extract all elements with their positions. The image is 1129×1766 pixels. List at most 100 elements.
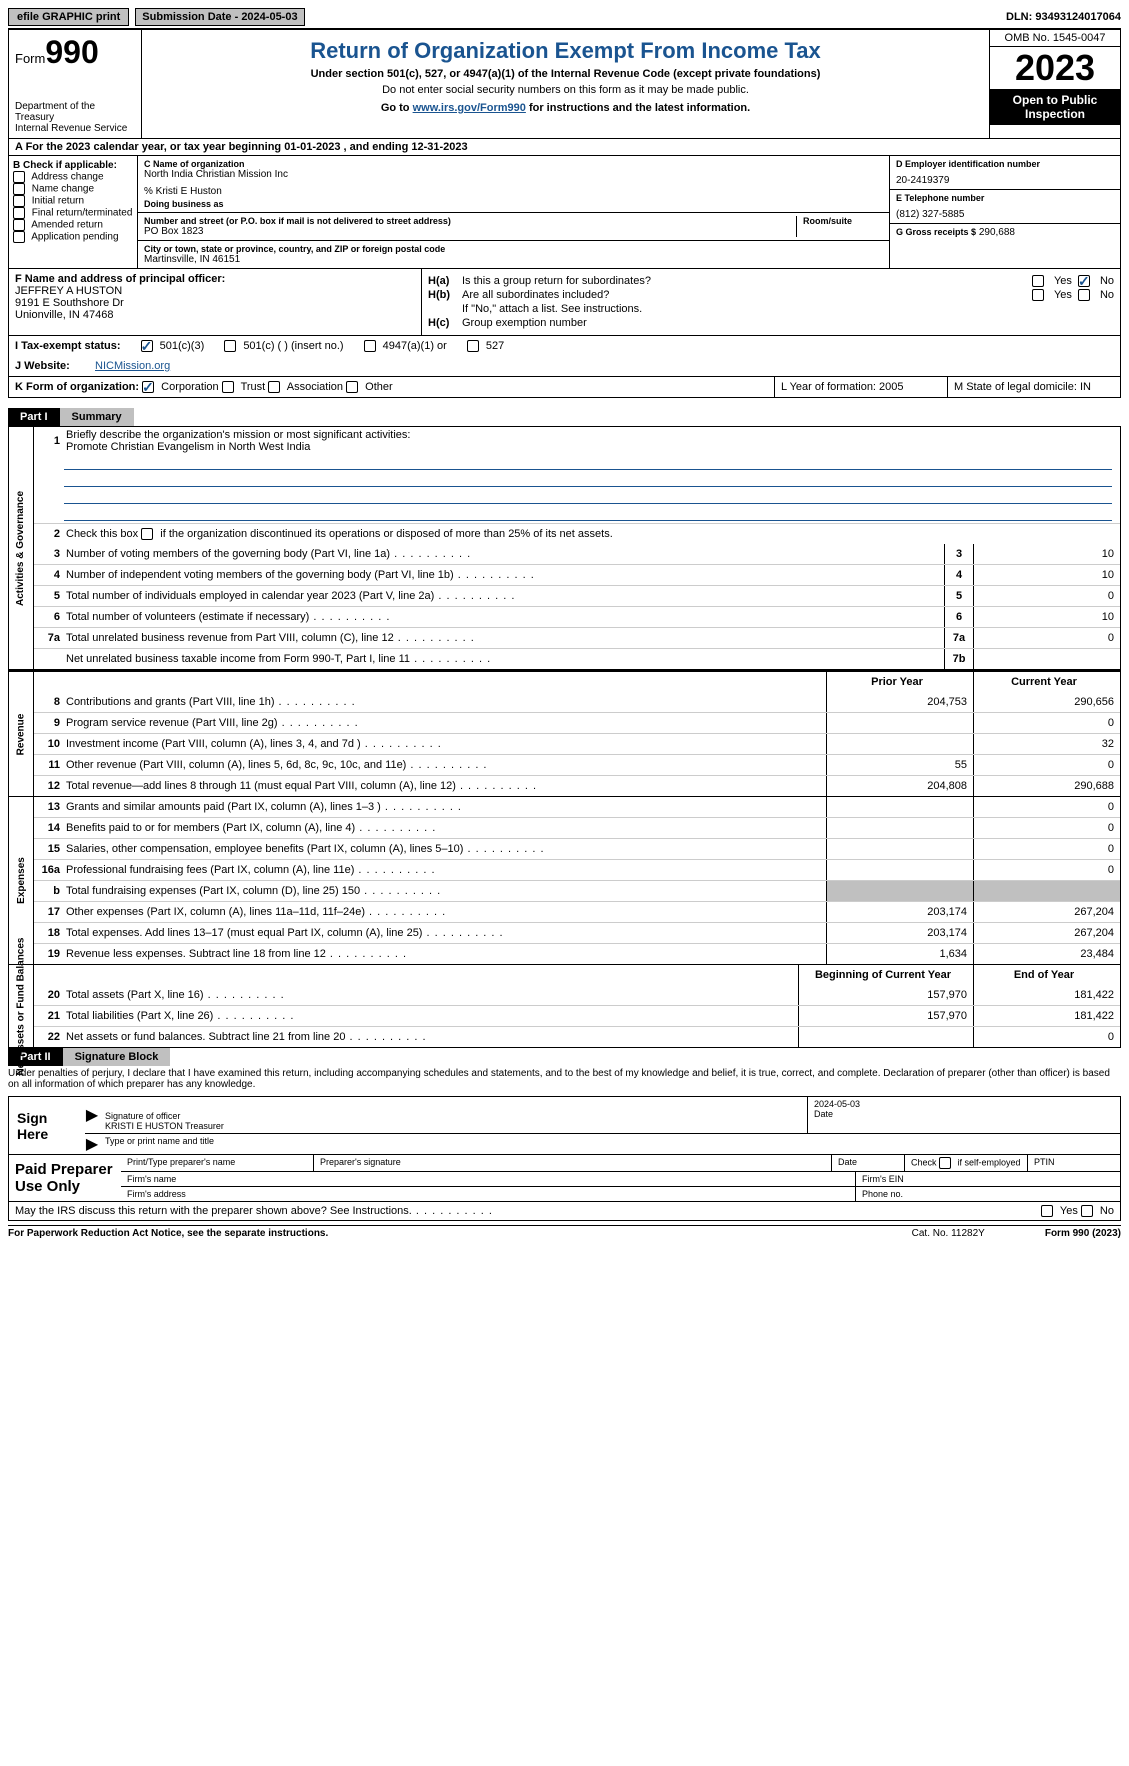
k-assoc[interactable] [268, 381, 280, 393]
summary-line: 15Salaries, other compensation, employee… [34, 838, 1120, 859]
city-label: City or town, state or province, country… [144, 244, 883, 254]
box-c-name-label: C Name of organization [144, 159, 883, 169]
discuss-yes[interactable] [1041, 1205, 1053, 1217]
row-m: M State of legal domicile: IN [947, 377, 1120, 397]
summary-line: 13Grants and similar amounts paid (Part … [34, 797, 1120, 817]
end-year-hdr: End of Year [973, 965, 1120, 985]
gov-label: Activities & Governance [16, 491, 27, 606]
summary-line: 9Program service revenue (Part VIII, lin… [34, 712, 1120, 733]
sig-date: 2024-05-03 [814, 1099, 1114, 1109]
prep-date-label: Date [832, 1155, 905, 1171]
box-e-label: E Telephone number [896, 193, 1114, 203]
ein: 20-2419379 [896, 175, 1114, 186]
beg-year-hdr: Beginning of Current Year [798, 965, 973, 985]
box-b-item: Amended return [13, 219, 133, 231]
part1-tab: Part I [8, 408, 60, 426]
sig-officer-label: Signature of officer [105, 1111, 801, 1121]
l2-check[interactable] [141, 528, 153, 540]
box-b-item: Name change [13, 183, 133, 195]
l1-label: Briefly describe the organization's miss… [66, 429, 410, 441]
i-527[interactable] [467, 340, 479, 352]
irs-link[interactable]: www.irs.gov/Form990 [413, 102, 526, 114]
row-i: I Tax-exempt status: 501(c)(3) 501(c) ( … [8, 336, 1121, 356]
l2: Check this box if the organization disco… [66, 528, 613, 540]
box-b-check[interactable] [13, 231, 25, 243]
hb-note: If "No," attach a list. See instructions… [462, 303, 642, 315]
firm-ein-label: Firm's EIN [856, 1172, 1120, 1186]
box-b-label: B Check if applicable: [13, 160, 133, 171]
top-bar: efile GRAPHIC print Submission Date - 20… [8, 8, 1121, 30]
summary-line: 14Benefits paid to or for members (Part … [34, 817, 1120, 838]
box-b-check[interactable] [13, 219, 25, 231]
sign-here-label: Sign Here [9, 1097, 85, 1154]
officer-addr2: Unionville, IN 47468 [15, 309, 415, 321]
dln: DLN: 93493124017064 [1006, 11, 1121, 23]
perjury-text: Under penalties of perjury, I declare th… [8, 1066, 1121, 1096]
row-i-label: I Tax-exempt status: [15, 340, 121, 352]
gross-receipts: 290,688 [979, 227, 1015, 238]
website-link[interactable]: NICMission.org [95, 360, 170, 372]
i-501c[interactable] [224, 340, 236, 352]
k-trust[interactable] [222, 381, 234, 393]
summary-line: bTotal fundraising expenses (Part IX, co… [34, 880, 1120, 901]
type-name-label: Type or print name and title [99, 1134, 1120, 1154]
form-footer: Form 990 (2023) [1045, 1228, 1121, 1239]
box-b-check[interactable] [13, 207, 25, 219]
dba-label: Doing business as [144, 199, 883, 209]
firm-addr-label: Firm's address [121, 1187, 856, 1201]
summary-line: 8Contributions and grants (Part VIII, li… [34, 692, 1120, 712]
city: Martinsville, IN 46151 [144, 254, 883, 265]
k-corp[interactable] [142, 381, 154, 393]
summary-line: 5Total number of individuals employed in… [34, 585, 1120, 606]
firm-name-label: Firm's name [121, 1172, 856, 1186]
k-other[interactable] [346, 381, 358, 393]
sign-block: Sign Here ▶ Signature of officer KRISTI … [8, 1096, 1121, 1155]
box-b-item: Application pending [13, 231, 133, 243]
summary-line: 11Other revenue (Part VIII, column (A), … [34, 754, 1120, 775]
row-a: A For the 2023 calendar year, or tax yea… [8, 139, 1121, 156]
block-b-through-g: B Check if applicable: Address change Na… [8, 156, 1121, 269]
box-b-check[interactable] [13, 183, 25, 195]
box-d-label: D Employer identification number [896, 159, 1114, 169]
prior-year-hdr: Prior Year [826, 672, 973, 692]
summary-line: 18Total expenses. Add lines 13–17 (must … [34, 922, 1120, 943]
i-501c3[interactable] [141, 340, 153, 352]
row-j-label: J Website: [15, 360, 95, 372]
prep-sig-label: Preparer's signature [314, 1155, 832, 1171]
paid-label: Paid Preparer Use Only [9, 1155, 121, 1201]
sig-date-label: Date [814, 1109, 1114, 1119]
box-b-check[interactable] [13, 195, 25, 207]
dept-text: Department of the Treasury Internal Reve… [15, 101, 135, 134]
self-emp-check[interactable] [939, 1157, 951, 1169]
form-label: Form [15, 51, 45, 66]
open-inspection: Open to Public Inspection [990, 89, 1120, 125]
l1-text: Promote Christian Evangelism in North We… [66, 441, 310, 453]
hb-no[interactable] [1078, 289, 1090, 301]
street: PO Box 1823 [144, 226, 796, 237]
summary-line: 21Total liabilities (Part X, line 26)157… [34, 1005, 1120, 1026]
omb-number: OMB No. 1545-0047 [990, 30, 1120, 47]
form-number: 990 [45, 34, 98, 70]
goto-line: Go to www.irs.gov/Form990 for instructio… [148, 102, 983, 114]
form-subtitle: Under section 501(c), 527, or 4947(a)(1)… [148, 68, 983, 80]
summary-line: 12Total revenue—add lines 8 through 11 (… [34, 775, 1120, 796]
i-4947[interactable] [364, 340, 376, 352]
discuss-no[interactable] [1081, 1205, 1093, 1217]
prep-name-label: Print/Type preparer's name [121, 1155, 314, 1171]
phone: (812) 327-5885 [896, 209, 1114, 220]
box-f-label: F Name and address of principal officer: [15, 273, 415, 285]
ha-yes[interactable] [1032, 275, 1044, 287]
box-g-label: G Gross receipts $ [896, 227, 976, 237]
efile-button[interactable]: efile GRAPHIC print [8, 8, 129, 26]
box-b-check[interactable] [13, 171, 25, 183]
summary-line: 4Number of independent voting members of… [34, 564, 1120, 585]
self-emp: Check if self-employed [905, 1155, 1028, 1171]
summary-line: 16aProfessional fundraising fees (Part I… [34, 859, 1120, 880]
ha-text: Is this a group return for subordinates? [462, 275, 1026, 287]
street-label: Number and street (or P.O. box if mail i… [144, 216, 796, 226]
hc-text: Group exemption number [462, 317, 587, 329]
hb-yes[interactable] [1032, 289, 1044, 301]
ha-no[interactable] [1078, 275, 1090, 287]
part1-body: Activities & Governance 1 Briefly descri… [8, 426, 1121, 1048]
officer-addr1: 9191 E Southshore Dr [15, 297, 415, 309]
